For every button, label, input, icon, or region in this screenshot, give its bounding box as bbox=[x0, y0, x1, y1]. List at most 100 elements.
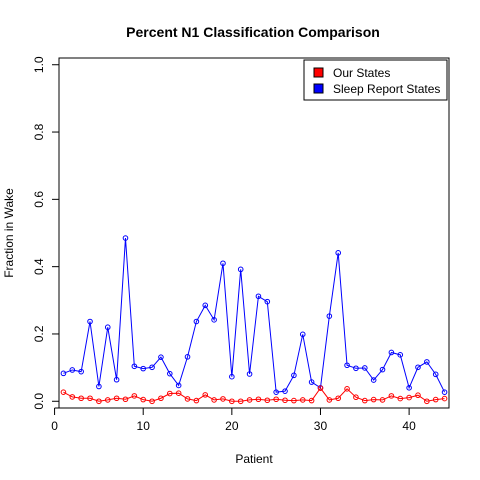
data-point-sleep-report-states bbox=[220, 260, 226, 267]
data-point-our-states bbox=[361, 397, 368, 404]
data-point-sleep-report-states bbox=[353, 365, 359, 372]
data-point-sleep-report-states bbox=[149, 364, 155, 371]
data-point-our-states bbox=[237, 398, 244, 405]
data-point-sleep-report-states bbox=[299, 331, 306, 338]
data-point-sleep-report-states bbox=[158, 354, 164, 360]
data-point-sleep-report-states bbox=[264, 298, 271, 305]
data-point-our-states bbox=[69, 394, 76, 400]
data-point-our-states bbox=[282, 397, 288, 404]
data-point-sleep-report-states bbox=[175, 382, 182, 389]
data-point-our-states bbox=[273, 396, 279, 403]
data-point-our-states bbox=[220, 396, 226, 402]
y-axis: 0.0 0.2 0.4 0.6 0.8 1.0 bbox=[32, 56, 60, 410]
data-point-sleep-report-states bbox=[273, 389, 279, 395]
data-point-sleep-report-states bbox=[370, 377, 377, 383]
data-point-our-states bbox=[96, 398, 102, 405]
data-point-sleep-report-states bbox=[113, 376, 120, 383]
data-point-our-states bbox=[113, 395, 120, 402]
y-tick-label: 1.0 bbox=[32, 56, 46, 73]
data-point-sleep-report-states bbox=[308, 379, 315, 385]
data-point-our-states bbox=[255, 396, 262, 403]
y-tick-label: 0.8 bbox=[32, 123, 46, 140]
data-point-our-states bbox=[370, 396, 377, 403]
data-point-sleep-report-states bbox=[255, 293, 262, 300]
x-axis: 0 10 20 30 40 bbox=[51, 407, 416, 433]
data-point-sleep-report-states bbox=[69, 367, 76, 373]
x-tick-label: 20 bbox=[225, 419, 239, 433]
series-layer bbox=[60, 235, 448, 405]
y-tick-label: 0.2 bbox=[32, 325, 46, 342]
data-point-our-states bbox=[78, 395, 84, 402]
data-point-sleep-report-states bbox=[282, 388, 288, 394]
x-axis-label: Patient bbox=[235, 452, 273, 466]
x-tick-label: 30 bbox=[314, 419, 328, 433]
data-point-sleep-report-states bbox=[291, 372, 297, 379]
data-point-sleep-report-states bbox=[140, 365, 147, 372]
data-point-our-states bbox=[397, 395, 404, 402]
data-point-our-states bbox=[175, 390, 182, 396]
data-point-sleep-report-states bbox=[202, 302, 209, 309]
data-point-sleep-report-states bbox=[229, 373, 235, 380]
data-point-our-states bbox=[291, 397, 297, 404]
data-point-sleep-report-states bbox=[246, 371, 253, 377]
data-point-sleep-report-states bbox=[78, 368, 84, 375]
data-point-sleep-report-states bbox=[184, 354, 191, 360]
y-tick-label: 0.6 bbox=[32, 191, 46, 208]
data-point-our-states bbox=[193, 397, 200, 404]
chart-title: Percent N1 Classification Comparison bbox=[126, 24, 380, 40]
data-point-sleep-report-states bbox=[388, 349, 395, 356]
data-point-our-states bbox=[229, 398, 235, 405]
data-point-sleep-report-states bbox=[424, 359, 430, 365]
data-point-sleep-report-states bbox=[441, 389, 448, 395]
data-point-our-states bbox=[388, 393, 395, 399]
data-point-sleep-report-states bbox=[87, 318, 93, 325]
data-point-sleep-report-states bbox=[397, 352, 404, 358]
data-point-sleep-report-states bbox=[326, 313, 333, 319]
data-point-sleep-report-states bbox=[432, 371, 439, 378]
y-tick-label: 0.0 bbox=[32, 393, 46, 410]
legend-swatch-our-states bbox=[313, 67, 324, 78]
data-point-our-states bbox=[158, 395, 164, 402]
data-point-sleep-report-states bbox=[344, 362, 350, 369]
data-point-our-states bbox=[308, 397, 315, 404]
data-point-our-states bbox=[184, 396, 191, 402]
data-point-sleep-report-states bbox=[104, 324, 111, 331]
data-point-sleep-report-states bbox=[211, 317, 217, 323]
data-point-our-states bbox=[60, 389, 67, 395]
legend: Our States Sleep Report States bbox=[303, 59, 448, 101]
data-point-our-states bbox=[317, 385, 324, 391]
data-point-sleep-report-states bbox=[379, 366, 386, 373]
x-tick-label: 0 bbox=[51, 419, 58, 433]
legend-label-our-states: Our States bbox=[333, 66, 390, 80]
data-point-our-states bbox=[415, 392, 421, 399]
data-point-our-states bbox=[87, 395, 93, 402]
x-tick-label: 40 bbox=[402, 419, 416, 433]
data-point-sleep-report-states bbox=[60, 370, 67, 377]
data-point-our-states bbox=[344, 386, 350, 392]
data-point-sleep-report-states bbox=[131, 363, 138, 370]
data-point-our-states bbox=[122, 396, 129, 403]
data-point-sleep-report-states bbox=[335, 250, 342, 256]
data-point-our-states bbox=[166, 390, 173, 397]
data-point-our-states bbox=[246, 397, 253, 403]
data-point-sleep-report-states bbox=[361, 365, 368, 371]
data-point-our-states bbox=[406, 394, 412, 401]
data-point-our-states bbox=[299, 397, 306, 403]
data-point-our-states bbox=[379, 397, 386, 403]
data-point-our-states bbox=[104, 397, 111, 403]
x-tick-label: 10 bbox=[137, 419, 151, 433]
data-point-sleep-report-states bbox=[415, 364, 421, 371]
y-axis-label: Fraction in Wake bbox=[2, 188, 16, 278]
data-point-our-states bbox=[432, 396, 439, 403]
legend-swatch-sleep-report-states bbox=[313, 83, 324, 94]
data-point-our-states bbox=[335, 395, 342, 402]
data-point-sleep-report-states bbox=[122, 235, 129, 241]
data-point-sleep-report-states bbox=[96, 383, 102, 390]
legend-box bbox=[303, 59, 448, 101]
data-point-our-states bbox=[326, 397, 333, 403]
data-point-our-states bbox=[353, 394, 359, 401]
series-line-our-states bbox=[63, 387, 445, 402]
data-point-our-states bbox=[264, 397, 271, 404]
